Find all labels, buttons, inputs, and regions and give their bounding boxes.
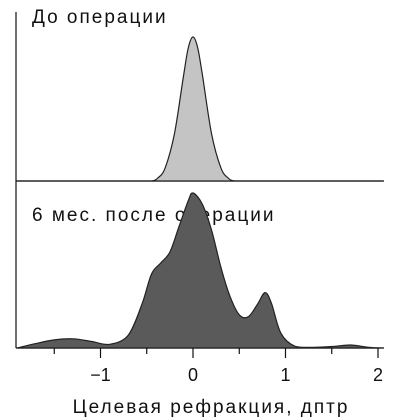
x-tick-label: 0 [188, 365, 198, 385]
x-tick-label: 2 [373, 365, 383, 385]
panel-title-before: До операции [32, 7, 168, 28]
x-axis-label: Целевая рефракция, дптр [73, 397, 350, 418]
density-area-after [17, 192, 383, 349]
density-area-before [17, 36, 383, 182]
x-tick-label: −1 [90, 365, 111, 385]
x-tick-label: 1 [280, 365, 290, 385]
x-axis-ticks: −1 0 1 2 [53, 348, 383, 385]
panel-title-after: 6 мес. после операции [32, 205, 276, 226]
